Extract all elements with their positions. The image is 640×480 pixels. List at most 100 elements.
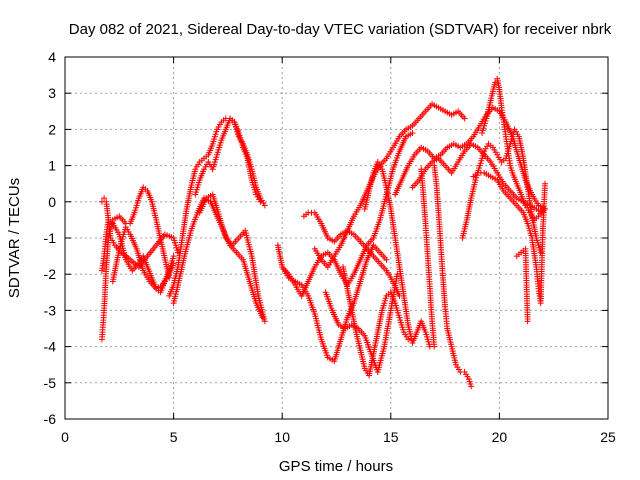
data-point-trace bbox=[437, 244, 446, 279]
y-tick-label: -1 bbox=[44, 230, 57, 246]
data-point-trace bbox=[405, 131, 414, 139]
series-track-8 bbox=[196, 191, 268, 325]
data-point-trace bbox=[124, 226, 132, 235]
data-point-trace bbox=[110, 258, 120, 283]
data-point-trace bbox=[182, 230, 194, 257]
data-point-trace bbox=[522, 248, 531, 322]
series-track-17 bbox=[431, 162, 475, 390]
data-point-trace bbox=[247, 280, 259, 304]
data-point-trace bbox=[327, 355, 336, 363]
data-point-trace bbox=[245, 154, 255, 170]
data-point-trace bbox=[120, 250, 132, 262]
data-point-trace bbox=[171, 284, 181, 304]
data-point-trace bbox=[424, 102, 434, 113]
data-point bbox=[492, 79, 499, 86]
data-point-trace bbox=[376, 161, 384, 170]
data-point-trace bbox=[446, 142, 455, 150]
data-point-trace bbox=[164, 232, 175, 241]
data-point-trace bbox=[193, 161, 202, 170]
x-tick-label: 0 bbox=[61, 429, 69, 445]
data-point-trace bbox=[114, 240, 124, 261]
data-point-trace bbox=[378, 251, 388, 261]
data-point-trace bbox=[323, 291, 335, 312]
data-point-trace bbox=[423, 331, 433, 348]
data-point-trace bbox=[275, 244, 285, 268]
data-point-trace bbox=[449, 345, 459, 366]
data-point-trace bbox=[366, 172, 376, 192]
data-point-trace bbox=[319, 222, 330, 239]
data-point bbox=[170, 253, 177, 260]
data-point-trace bbox=[444, 109, 453, 117]
data-point-trace bbox=[375, 345, 387, 373]
data-point-trace bbox=[420, 145, 429, 153]
data-point-trace bbox=[510, 172, 519, 185]
data-point-trace bbox=[148, 280, 158, 290]
data-point-trace bbox=[155, 283, 164, 291]
data-point-trace bbox=[401, 295, 411, 326]
x-tick-label: 10 bbox=[274, 429, 290, 445]
data-point-trace bbox=[496, 88, 505, 109]
data-point-trace bbox=[523, 204, 532, 214]
y-tick-label: -2 bbox=[44, 266, 57, 282]
data-point-trace bbox=[422, 222, 431, 257]
data-point-trace bbox=[465, 135, 475, 146]
series-track-2 bbox=[98, 184, 173, 343]
data-point-trace bbox=[319, 258, 330, 269]
data-point-trace bbox=[392, 237, 403, 268]
data-point-trace bbox=[411, 117, 421, 127]
data-point-trace bbox=[327, 236, 336, 244]
data-point-trace bbox=[431, 164, 440, 185]
data-point-trace bbox=[502, 182, 512, 193]
data-point-trace bbox=[515, 204, 525, 214]
data-point-trace bbox=[424, 160, 434, 171]
data-point-trace bbox=[332, 258, 343, 276]
data-point-trace bbox=[237, 136, 245, 145]
y-tick-label: 3 bbox=[48, 85, 56, 101]
data-point-trace bbox=[468, 179, 478, 199]
data-point-trace bbox=[495, 179, 506, 192]
x-tick-labels: 0 5 10 15 20 25 bbox=[61, 429, 616, 445]
data-point-trace bbox=[525, 186, 535, 218]
data-point-trace bbox=[410, 331, 419, 344]
data-point-trace bbox=[515, 196, 525, 204]
data-point bbox=[261, 202, 268, 209]
series-track-7 bbox=[192, 115, 268, 209]
data-point-trace bbox=[206, 143, 215, 156]
data-point-trace bbox=[477, 150, 487, 167]
data-point-trace bbox=[392, 302, 402, 319]
data-point-trace bbox=[437, 157, 447, 167]
data-point-trace bbox=[326, 255, 336, 268]
series-track-11 bbox=[300, 209, 403, 299]
data-point-trace bbox=[141, 269, 152, 283]
data-point-trace bbox=[466, 378, 474, 387]
series-track-10 bbox=[279, 130, 416, 299]
data-point bbox=[383, 256, 390, 263]
data-point-trace bbox=[459, 142, 468, 150]
data-point-trace bbox=[535, 207, 544, 215]
data-point-trace bbox=[219, 128, 228, 142]
data-point-trace bbox=[483, 99, 494, 120]
data-point-trace bbox=[371, 164, 382, 178]
data-point-trace bbox=[456, 110, 466, 120]
data-point-trace bbox=[101, 266, 110, 312]
data-point-trace bbox=[210, 128, 220, 145]
data-point-trace bbox=[306, 295, 317, 315]
data-point-trace bbox=[491, 146, 499, 156]
data-point-trace bbox=[437, 105, 446, 114]
y-tick-label: -3 bbox=[44, 302, 57, 318]
data-point-trace bbox=[476, 146, 486, 156]
data-point-trace bbox=[429, 320, 437, 348]
data-point-trace bbox=[450, 109, 459, 117]
series-track-22 bbox=[513, 245, 531, 325]
data-point-trace bbox=[384, 146, 395, 160]
data-point-trace bbox=[188, 168, 198, 189]
data-point-trace bbox=[111, 222, 121, 236]
data-points bbox=[98, 75, 549, 390]
data-point-trace bbox=[346, 229, 355, 237]
data-point-trace bbox=[197, 168, 207, 181]
data-point-trace bbox=[365, 236, 375, 247]
y-tick-label: 4 bbox=[48, 49, 56, 65]
data-point-trace bbox=[372, 244, 382, 254]
data-point-trace bbox=[464, 197, 474, 221]
data-point-trace bbox=[224, 236, 234, 247]
